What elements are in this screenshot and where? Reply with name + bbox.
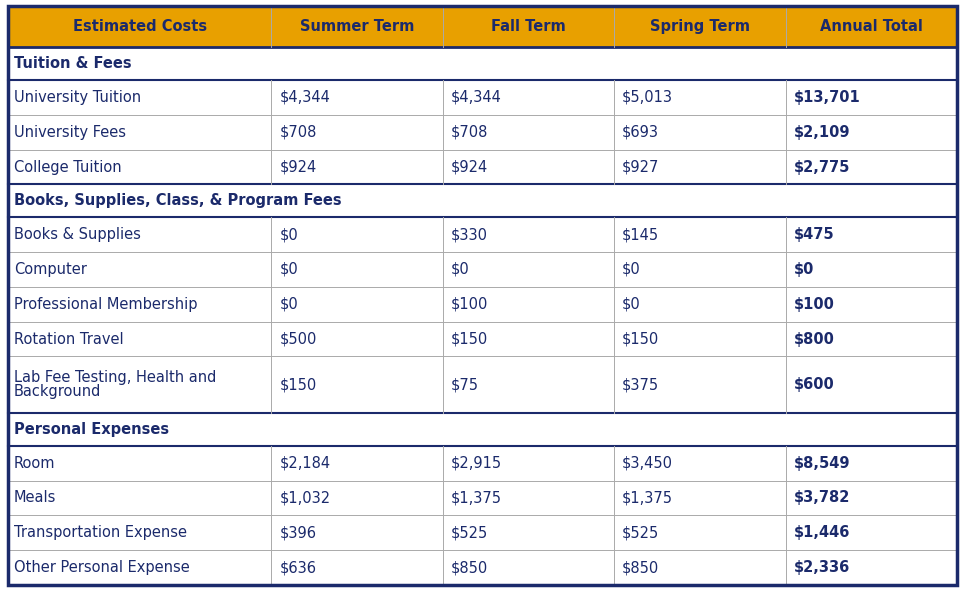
- Text: $0: $0: [279, 262, 298, 277]
- Text: Fall Term: Fall Term: [491, 19, 565, 34]
- Bar: [8, 47, 957, 80]
- Text: Summer Term: Summer Term: [300, 19, 414, 34]
- Text: $330: $330: [451, 227, 487, 242]
- Text: $693: $693: [622, 125, 659, 139]
- Text: Tuition & Fees: Tuition & Fees: [14, 56, 131, 71]
- Text: Books & Supplies: Books & Supplies: [14, 227, 141, 242]
- Text: $0: $0: [793, 262, 813, 277]
- Text: $800: $800: [793, 332, 835, 346]
- Text: $150: $150: [279, 377, 317, 392]
- Text: $2,915: $2,915: [451, 456, 502, 470]
- Text: $3,450: $3,450: [622, 456, 674, 470]
- Text: $0: $0: [451, 262, 469, 277]
- Text: $150: $150: [622, 332, 659, 346]
- Text: Transportation Expense: Transportation Expense: [14, 525, 187, 540]
- Text: Estimated Costs: Estimated Costs: [72, 19, 207, 34]
- Text: Other Personal Expense: Other Personal Expense: [14, 560, 190, 575]
- Text: $396: $396: [279, 525, 317, 540]
- Text: College Tuition: College Tuition: [14, 160, 122, 174]
- Text: $850: $850: [622, 560, 659, 575]
- Bar: [8, 184, 957, 217]
- Bar: [8, 150, 957, 184]
- Text: $100: $100: [451, 297, 488, 311]
- Text: $924: $924: [451, 160, 488, 174]
- Text: University Tuition: University Tuition: [14, 90, 141, 105]
- Text: $927: $927: [622, 160, 659, 174]
- Text: $0: $0: [622, 297, 641, 311]
- Text: $150: $150: [451, 332, 488, 346]
- Text: $525: $525: [451, 525, 488, 540]
- Text: $3,782: $3,782: [793, 491, 850, 505]
- Text: $145: $145: [622, 227, 659, 242]
- Bar: [8, 217, 957, 252]
- Text: Spring Term: Spring Term: [649, 19, 750, 34]
- Text: $75: $75: [451, 377, 479, 392]
- Text: Professional Membership: Professional Membership: [14, 297, 198, 311]
- Text: $924: $924: [279, 160, 317, 174]
- Text: $2,184: $2,184: [279, 456, 330, 470]
- Text: Room: Room: [14, 456, 56, 470]
- Text: $475: $475: [793, 227, 834, 242]
- Bar: [8, 550, 957, 585]
- Text: $4,344: $4,344: [279, 90, 330, 105]
- Bar: [8, 252, 957, 287]
- Text: $850: $850: [451, 560, 488, 575]
- Text: $0: $0: [622, 262, 641, 277]
- Bar: [8, 356, 957, 413]
- Text: Rotation Travel: Rotation Travel: [14, 332, 124, 346]
- Text: $708: $708: [279, 125, 317, 139]
- Text: Books, Supplies, Class, & Program Fees: Books, Supplies, Class, & Program Fees: [14, 193, 342, 208]
- Text: $1,446: $1,446: [793, 525, 850, 540]
- Text: $0: $0: [279, 227, 298, 242]
- Bar: [8, 413, 957, 446]
- Text: $636: $636: [279, 560, 317, 575]
- Text: Background: Background: [14, 384, 101, 400]
- Text: $1,032: $1,032: [279, 491, 330, 505]
- Text: $13,701: $13,701: [793, 90, 861, 105]
- Text: Annual Total: Annual Total: [820, 19, 923, 34]
- Text: Meals: Meals: [14, 491, 56, 505]
- Text: $1,375: $1,375: [622, 491, 674, 505]
- Text: Computer: Computer: [14, 262, 87, 277]
- Text: University Fees: University Fees: [14, 125, 126, 139]
- Bar: [8, 515, 957, 550]
- Text: $500: $500: [279, 332, 317, 346]
- Bar: [8, 446, 957, 480]
- Bar: [8, 480, 957, 515]
- Text: $708: $708: [451, 125, 488, 139]
- Text: $375: $375: [622, 377, 659, 392]
- Text: $2,109: $2,109: [793, 125, 850, 139]
- Text: $8,549: $8,549: [793, 456, 850, 470]
- Text: $4,344: $4,344: [451, 90, 502, 105]
- Text: $5,013: $5,013: [622, 90, 674, 105]
- Text: $0: $0: [279, 297, 298, 311]
- Text: $1,375: $1,375: [451, 491, 502, 505]
- Bar: [8, 287, 957, 322]
- Text: $2,775: $2,775: [793, 160, 850, 174]
- Text: $100: $100: [793, 297, 835, 311]
- Bar: [8, 322, 957, 356]
- Bar: [8, 6, 957, 47]
- Bar: [8, 115, 957, 150]
- Text: $525: $525: [622, 525, 659, 540]
- Text: Lab Fee Testing, Health and: Lab Fee Testing, Health and: [14, 370, 216, 385]
- Text: $2,336: $2,336: [793, 560, 850, 575]
- Text: Personal Expenses: Personal Expenses: [14, 422, 169, 437]
- Text: $600: $600: [793, 377, 835, 392]
- Bar: [8, 80, 957, 115]
